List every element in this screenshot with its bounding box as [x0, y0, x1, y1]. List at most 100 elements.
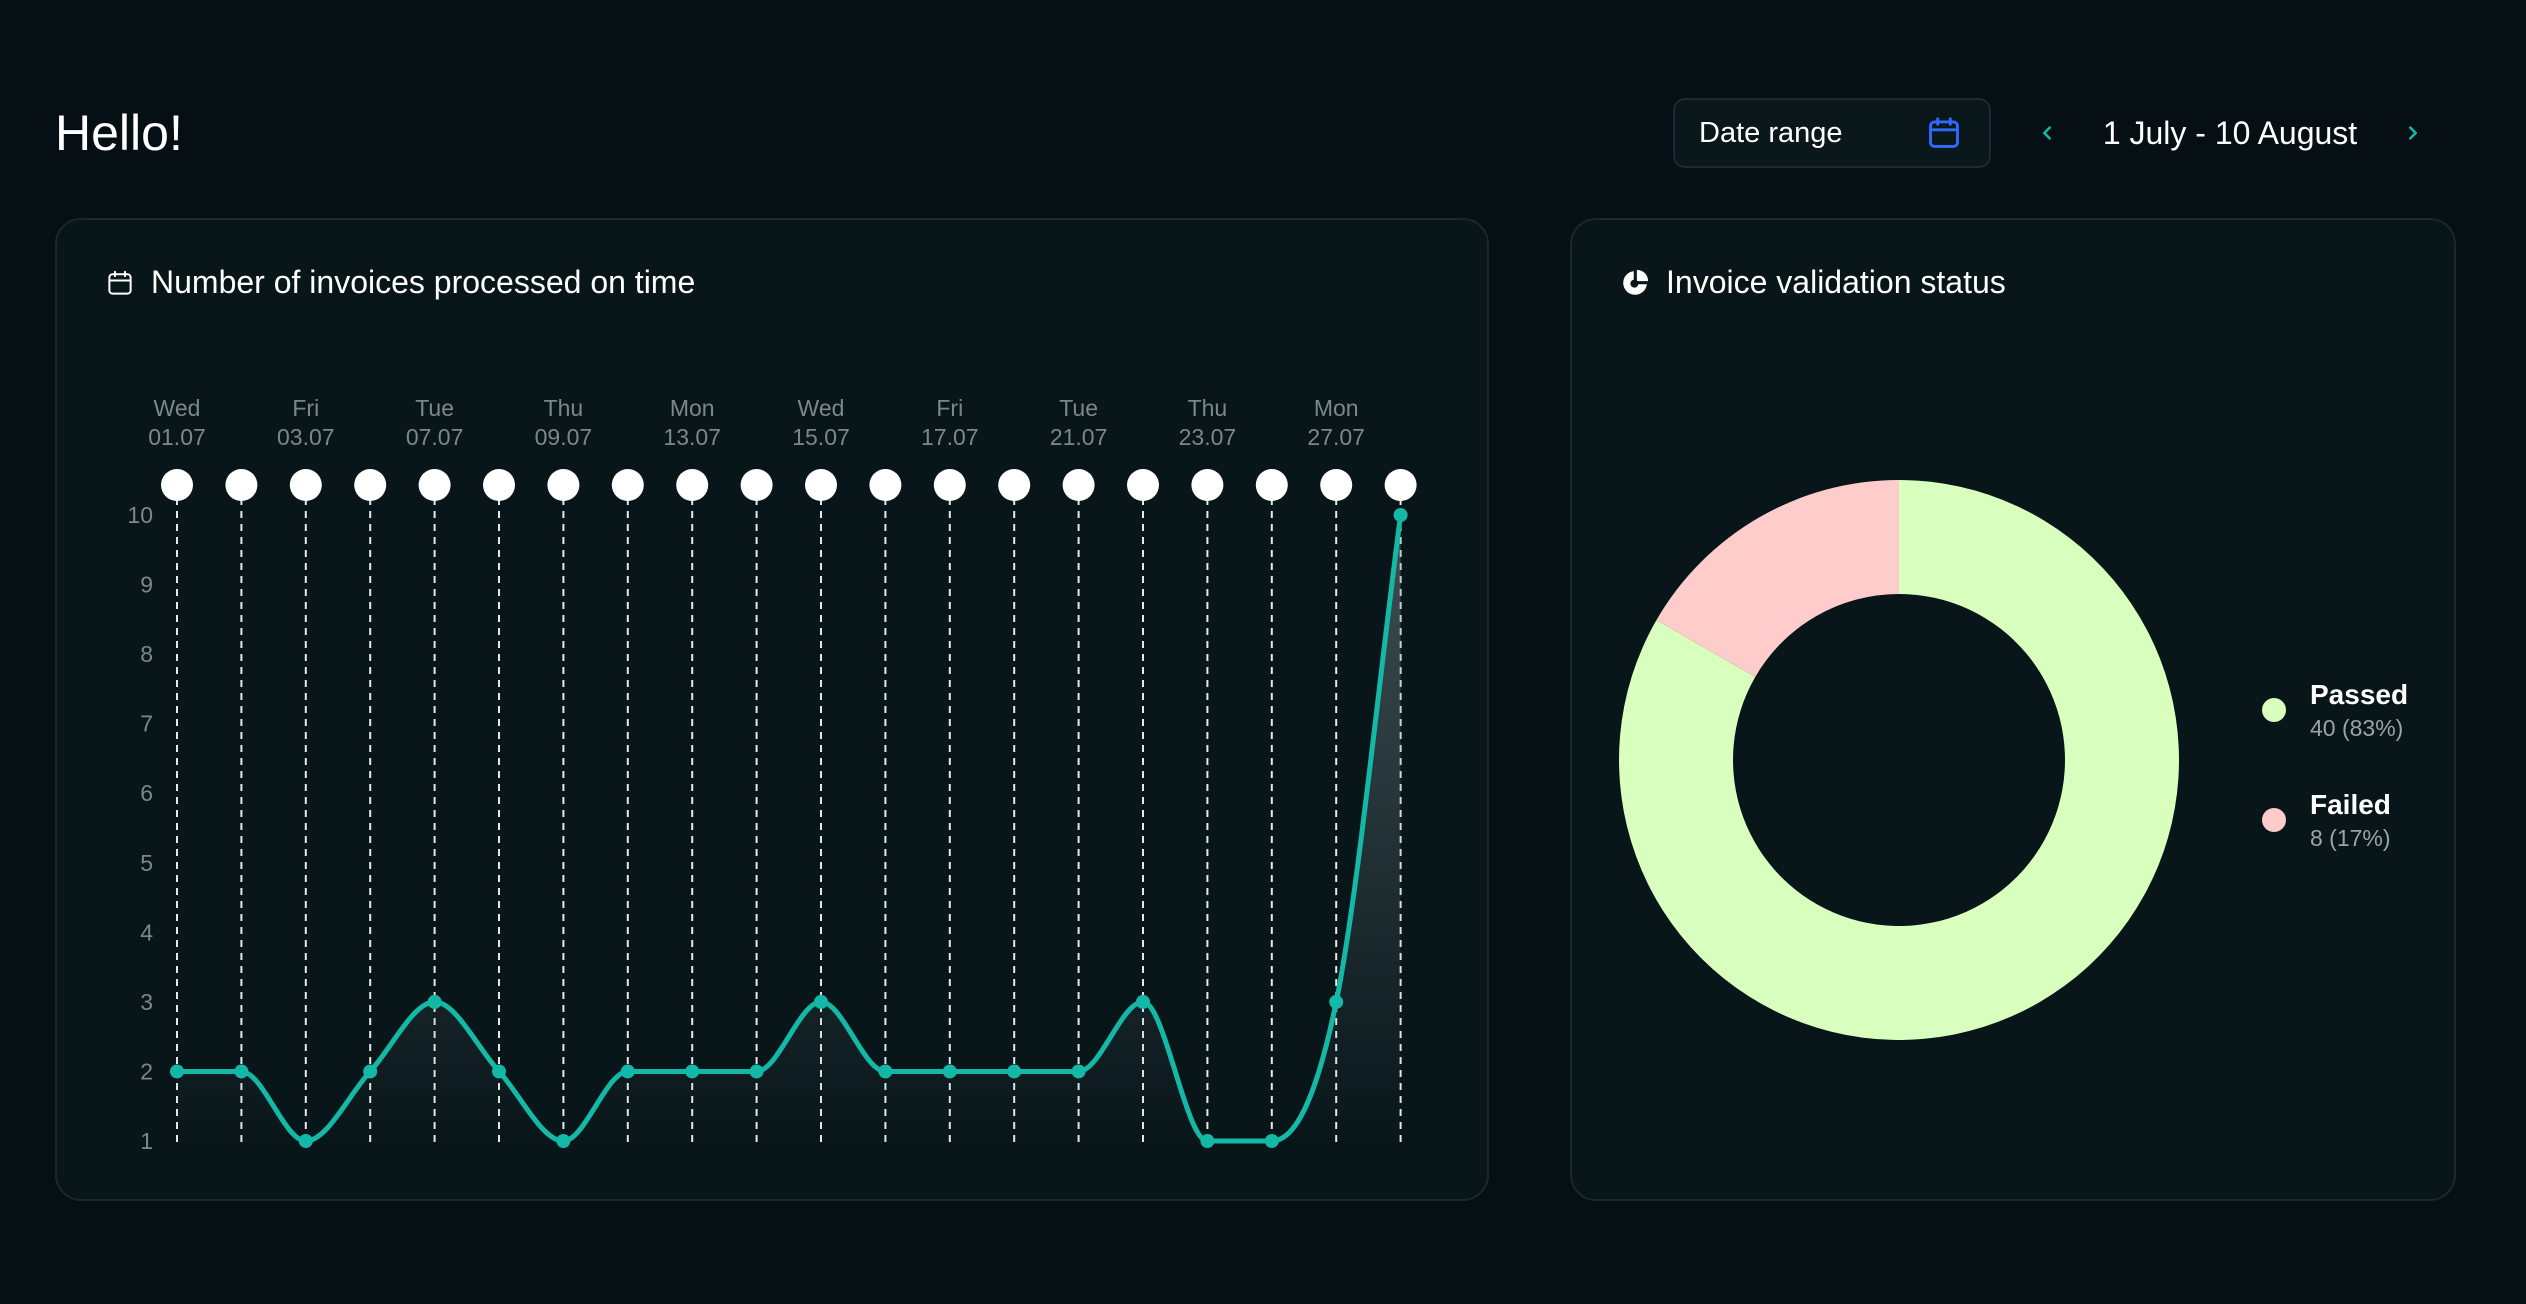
legend-item-passed: Passed 40 (83%) [2262, 678, 2408, 744]
point-marker [418, 469, 451, 501]
x-tick-date-label: 03.07 [277, 424, 335, 450]
x-tick-day-label: Thu [544, 395, 584, 421]
data-point [1007, 1064, 1022, 1079]
y-tick-label: 3 [140, 989, 153, 1015]
period-navigator: 1 July - 10 August [2030, 98, 2430, 168]
point-marker [611, 469, 644, 501]
y-tick-label: 5 [140, 850, 153, 876]
y-tick-label: 9 [140, 572, 153, 598]
x-tick-day-label: Thu [1188, 395, 1228, 421]
invoices-on-time-card: 1 2 3 4 5 6 7 8 9 10 Wed 01.07 Fri 03.07 Tue 07.07 Thu 09… [55, 218, 1489, 1201]
point-marker [354, 469, 387, 501]
y-tick-label: 2 [140, 1058, 153, 1084]
point-marker [676, 469, 709, 501]
data-point [1393, 508, 1408, 522]
donut-legend: Passed 40 (83%) Failed 8 (17%) [2262, 678, 2408, 898]
legend-value: 8 (17%) [2310, 825, 2391, 851]
point-marker [547, 469, 580, 501]
x-tick-date-label: 07.07 [406, 424, 464, 450]
y-tick-label: 8 [140, 641, 153, 667]
point-marker [483, 469, 515, 501]
legend-value: 40 (83%) [2310, 715, 2404, 741]
greeting: Hello! [55, 105, 183, 161]
calendar-icon [108, 270, 132, 295]
data-point [492, 1064, 506, 1079]
invoices-card-title: Number of invoices processed on time [151, 264, 696, 300]
data-point [942, 1064, 957, 1079]
x-tick-date-label: 13.07 [663, 424, 721, 450]
data-point [814, 994, 828, 1009]
point-marker [998, 469, 1031, 501]
point-marker [805, 469, 837, 501]
data-point [1071, 1064, 1086, 1079]
data-point [1329, 994, 1344, 1009]
point-marker [869, 469, 902, 501]
x-tick-day-label: Fri [936, 395, 963, 421]
y-tick-label: 6 [140, 780, 153, 806]
validation-card-header: Invoice validation status [1620, 264, 2006, 301]
point-marker [1320, 469, 1353, 501]
x-tick-date-label: 27.07 [1307, 424, 1365, 450]
invoices-card-header: Number of invoices processed on time [105, 264, 695, 301]
data-point [878, 1064, 893, 1079]
invoices-line-chart: 1 2 3 4 5 6 7 8 9 10 Wed 01.07 Fri 03.07 Tue 07.07 Thu 09… [127, 395, 1417, 1154]
x-tick-day-label: Tue [1059, 395, 1098, 421]
validation-donut-chart [1619, 480, 2179, 1040]
validation-status-card: Invoice validation status Passed 40 (83%… [1570, 218, 2456, 1201]
legend-dot-passed [2262, 698, 2286, 722]
data-point [170, 1064, 184, 1079]
y-tick-label: 4 [140, 919, 153, 945]
data-point [363, 1064, 378, 1079]
legend-label: Failed [2310, 789, 2391, 820]
point-marker [1191, 469, 1224, 501]
x-tick-day-label: Mon [670, 395, 715, 421]
legend-item-failed: Failed 8 (17%) [2262, 788, 2408, 854]
data-point [1136, 994, 1150, 1009]
x-tick-date-label: 09.07 [535, 424, 593, 450]
data-point [749, 1064, 764, 1079]
x-tick-day-label: Tue [415, 395, 454, 421]
data-point [620, 1064, 635, 1079]
point-marker [289, 469, 322, 501]
x-tick-date-label: 15.07 [792, 424, 850, 450]
date-range-button[interactable]: Date range [1673, 98, 1991, 168]
point-marker [1255, 469, 1288, 501]
point-marker [740, 469, 773, 501]
x-tick-date-label: 17.07 [921, 424, 979, 450]
chevron-left-icon[interactable] [2030, 116, 2064, 150]
legend-label: Passed [2310, 679, 2409, 710]
date-range-label: Date range [1699, 116, 1843, 149]
data-point [1264, 1134, 1279, 1148]
y-tick-label: 1 [140, 1128, 153, 1154]
donut-slice-passed [1619, 480, 2179, 1040]
point-marker [1127, 469, 1159, 501]
validation-card-title: Invoice validation status [1666, 264, 2006, 300]
x-tick-day-label: Wed [154, 395, 201, 421]
calendar-icon [1929, 117, 1959, 148]
point-marker [1384, 469, 1417, 501]
legend-dot-failed [2262, 808, 2286, 832]
x-tick-date-label: 01.07 [148, 424, 206, 450]
data-point [556, 1134, 571, 1148]
chevron-right-icon[interactable] [2396, 116, 2430, 150]
y-tick-label: 7 [140, 711, 153, 737]
x-tick-date-label: 23.07 [1179, 424, 1237, 450]
pie-chart-icon [1623, 269, 1649, 295]
x-tick-day-label: Mon [1314, 395, 1359, 421]
data-point [298, 1134, 313, 1148]
point-marker [225, 469, 258, 501]
x-tick-day-label: Fri [292, 395, 319, 421]
data-point [685, 1064, 700, 1079]
point-marker [161, 469, 193, 501]
x-tick-day-label: Wed [798, 395, 845, 421]
point-marker [1062, 469, 1095, 501]
series-area [177, 515, 1401, 1149]
point-marker [933, 469, 966, 501]
data-point [427, 994, 442, 1009]
data-point [1200, 1134, 1215, 1148]
y-tick-label: 10 [127, 502, 153, 528]
data-point [234, 1064, 249, 1079]
x-tick-date-label: 21.07 [1050, 424, 1108, 450]
donut-slice-failed [1656, 480, 1899, 677]
period-label: 1 July - 10 August [2102, 114, 2358, 151]
